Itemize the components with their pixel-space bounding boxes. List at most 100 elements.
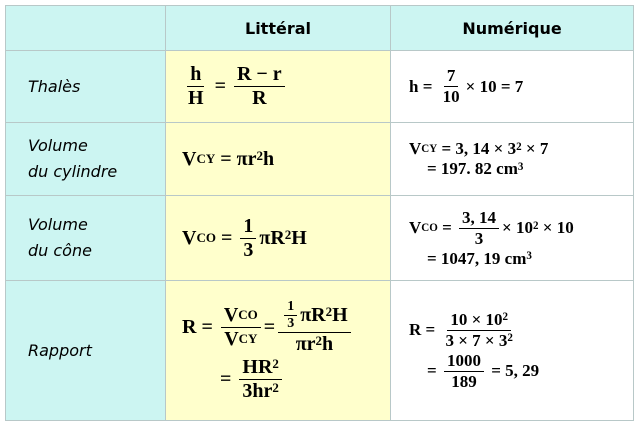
math-text: = [263, 315, 276, 338]
math-text: = [209, 75, 231, 97]
math-text: × 10 = 7 [465, 76, 524, 96]
math-text: V [223, 303, 239, 326]
superscript: 2 [272, 356, 279, 372]
subscript: CO [196, 230, 216, 245]
math-text: H [188, 87, 204, 109]
math-text: h [262, 147, 275, 170]
superscript: 3 [526, 250, 532, 263]
denominator: V CY [221, 328, 260, 351]
fraction: HR 2 3hr 2 [239, 356, 282, 403]
math-text: × 10 [502, 218, 533, 237]
row-label: Thalès [5, 50, 166, 123]
math-text: h [190, 63, 202, 85]
math-text: = 197. 82 cm [427, 159, 518, 178]
fraction: 3, 14 3 [459, 208, 500, 249]
math-text: = [215, 226, 238, 249]
row-label: Rapport [5, 280, 166, 421]
math-text: 7 [446, 66, 456, 85]
math-text: 10 [442, 87, 460, 106]
math-text: × 10 [538, 218, 574, 237]
math-text: V [409, 218, 422, 237]
superscript: 2 [516, 140, 522, 153]
denominator: 189 [448, 372, 480, 392]
math-text: 3hr [242, 379, 273, 402]
label-line: du cylindre [28, 162, 118, 181]
math-text: h = [409, 76, 437, 96]
math-text: = 5, 29 [486, 361, 540, 380]
formula-line: V CO = 3, 14 3 × 10 2 × 10 [409, 208, 633, 249]
math-text: 1000 [446, 350, 481, 370]
math-text: = [220, 367, 237, 390]
numerator: 1 [284, 298, 298, 316]
math-text: 3 [287, 315, 295, 331]
subscript: CY [196, 151, 216, 166]
header-row: Littéral Numérique [5, 5, 634, 51]
math-text: 10 × 10 [450, 309, 503, 329]
numerator: 1 3 πR 2 H [278, 298, 351, 333]
label-line: Volume [28, 136, 88, 155]
table-row: Volume du cône V CO = 1 3 πR 2 H V CO = 3, 14 3 × 1… [5, 195, 634, 281]
row-label: Volume du cylindre [5, 122, 166, 196]
math-text: h [322, 332, 334, 355]
math-text: πR [300, 303, 326, 326]
fraction: 1000 189 [443, 350, 484, 392]
math-text: πr [295, 332, 316, 355]
superscript: 2 [532, 219, 539, 232]
denominator: 10 [440, 87, 463, 107]
math-text: × 7 [521, 139, 549, 158]
denominator: 3 [240, 239, 256, 262]
math-text: 189 [451, 371, 477, 391]
math-text: V [182, 226, 197, 249]
formula-line: h = 7 10 × 10 = 7 [409, 66, 633, 107]
label-line: Volume [28, 215, 88, 234]
formula-line: = 1047, 19 cm 3 [409, 249, 633, 269]
denominator: 3 [472, 229, 487, 249]
denominator: R [249, 87, 269, 110]
formula-line: = 1000 189 = 5, 29 [409, 351, 633, 392]
formula-line: = 197. 82 cm 3 [409, 159, 633, 179]
denominator: πr 2 h [293, 333, 336, 356]
literal-formula: V CO = 1 3 πR 2 H [165, 195, 391, 281]
math-text: H [332, 303, 348, 326]
superscript: 2 [272, 380, 279, 396]
header-empty [5, 5, 166, 51]
math-text: R = [182, 315, 218, 338]
math-text: = [427, 361, 441, 380]
math-text: 1 [243, 214, 254, 237]
math-text: H [291, 226, 307, 249]
numerator: V CO [220, 303, 261, 328]
header-numeric: Numérique [390, 5, 634, 51]
math-text: 1 [287, 298, 295, 314]
math-text: = 1047, 19 cm [427, 248, 527, 268]
math-text: πR [259, 226, 285, 249]
math-text: = 3, 14 × 3 [437, 139, 517, 158]
header-literal: Littéral [165, 5, 391, 51]
numeric-formula: h = 7 10 × 10 = 7 [390, 50, 634, 123]
row-label: Volume du cône [5, 195, 166, 281]
math-text: = πr [215, 147, 257, 170]
subscript: CY [421, 143, 438, 155]
superscript: 2 [256, 148, 263, 164]
math-text: = [437, 218, 457, 237]
label-line: du cône [28, 241, 92, 260]
superscript: 2 [325, 304, 333, 320]
superscript: 2 [284, 227, 292, 243]
fraction: V CO V CY [220, 303, 261, 351]
math-text: R = [409, 320, 440, 339]
math-text: V [224, 327, 239, 350]
table-row: Volume du cylindre V CY = πr 2 h V CY = 3, 14 ×… [5, 122, 634, 196]
numerator: 10 × 10 2 [447, 309, 512, 331]
subscript: CO [421, 222, 438, 234]
